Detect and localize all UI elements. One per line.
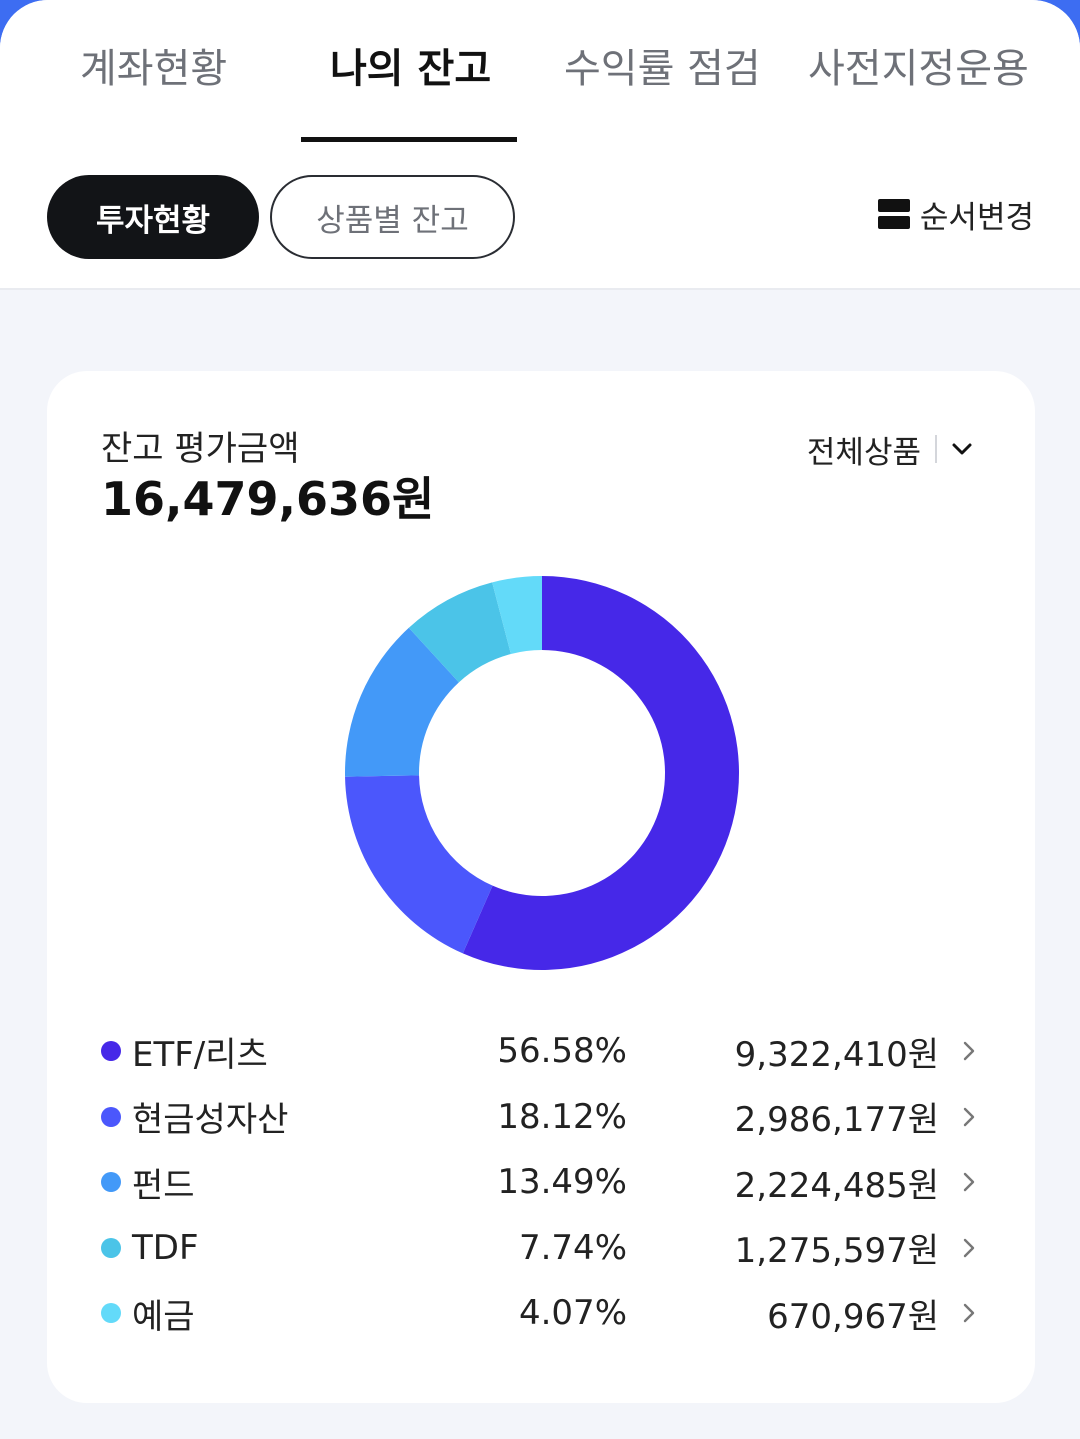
- legend-dot: [101, 1303, 121, 1323]
- legend-amount: 670,967원: [767, 1296, 939, 1337]
- product-scope-label: 전체상품: [806, 434, 921, 471]
- divider: [935, 435, 937, 463]
- chevron-right-icon: [963, 1107, 975, 1126]
- investment-status-button[interactable]: 투자현황: [47, 175, 259, 259]
- balance-label: 잔고 평가금액: [101, 429, 300, 469]
- legend-row[interactable]: 현금성자산 18.12% 2,986,177원: [99, 1087, 979, 1147]
- legend-dot: [101, 1172, 121, 1192]
- legend-percent: 56.58%: [497, 1031, 627, 1071]
- chevron-right-icon: [963, 1172, 975, 1192]
- legend-percent: 4.07%: [518, 1293, 627, 1333]
- chevron-right-icon: [963, 1041, 975, 1061]
- chevron-down-icon: [952, 443, 972, 455]
- legend-percent: 18.12%: [497, 1096, 627, 1137]
- legend-dot: [101, 1106, 121, 1127]
- legend-row[interactable]: ETF/리츠 56.58% 9,322,410원: [99, 1021, 979, 1081]
- tab-account-status[interactable]: 계좌현황: [80, 46, 228, 92]
- donut-slice-4: [492, 576, 542, 654]
- reorder-button[interactable]: 순서변경: [877, 192, 1034, 236]
- balance-total: 16,479,636원: [101, 472, 435, 526]
- legend-amount: 2,986,177원: [734, 1100, 939, 1140]
- donut-slice-0: [462, 576, 740, 970]
- product-scope-dropdown[interactable]: 전체상품: [807, 427, 973, 471]
- legend-dot: [101, 1041, 121, 1061]
- legend-row[interactable]: 예금 4.07% 670,967원: [99, 1283, 979, 1343]
- allocation-donut-chart: [345, 576, 740, 970]
- chevron-right-icon: [963, 1303, 975, 1323]
- legend-name: 현금성자산: [132, 1100, 289, 1140]
- tab-return-check[interactable]: 수익률 점검: [564, 46, 761, 92]
- donut-slice-1: [345, 775, 493, 954]
- tab-preset-management[interactable]: 사전지정운용: [808, 46, 1029, 92]
- active-tab-indicator: [301, 137, 517, 142]
- donut-slice-2: [345, 627, 459, 777]
- legend-percent: 7.74%: [518, 1227, 627, 1268]
- donut-slice-3: [408, 582, 511, 683]
- legend-name: 펀드: [132, 1165, 195, 1206]
- legend-row[interactable]: TDF 7.74% 1,275,597원: [99, 1218, 979, 1278]
- legend-amount: 1,275,597원: [734, 1231, 939, 1271]
- legend-dot: [101, 1237, 121, 1258]
- legend-percent: 13.49%: [497, 1162, 627, 1202]
- tab-my-balance[interactable]: 나의 잔고: [330, 46, 492, 92]
- legend-row[interactable]: 펀드 13.49% 2,224,485원: [99, 1152, 979, 1212]
- legend-name: 예금: [132, 1296, 195, 1337]
- reorder-icon: [877, 199, 910, 229]
- reorder-label: 순서변경: [919, 199, 1034, 236]
- balance-card: 잔고 평가금액 16,479,636원 전체상품 ETF/리츠 56.58% 9,3…: [47, 371, 1035, 1403]
- header-area: 계좌현황 나의 잔고 수익률 점검 사전지정운용 투자현황 상품별 잔고 순서변…: [0, 0, 1080, 290]
- legend-amount: 9,322,410원: [734, 1034, 939, 1075]
- legend-name: ETF/리츠: [132, 1034, 268, 1075]
- chevron-right-icon: [963, 1238, 975, 1257]
- product-balance-button[interactable]: 상품별 잔고: [270, 175, 515, 259]
- legend-name: TDF: [132, 1227, 199, 1268]
- legend-amount: 2,224,485원: [734, 1165, 939, 1206]
